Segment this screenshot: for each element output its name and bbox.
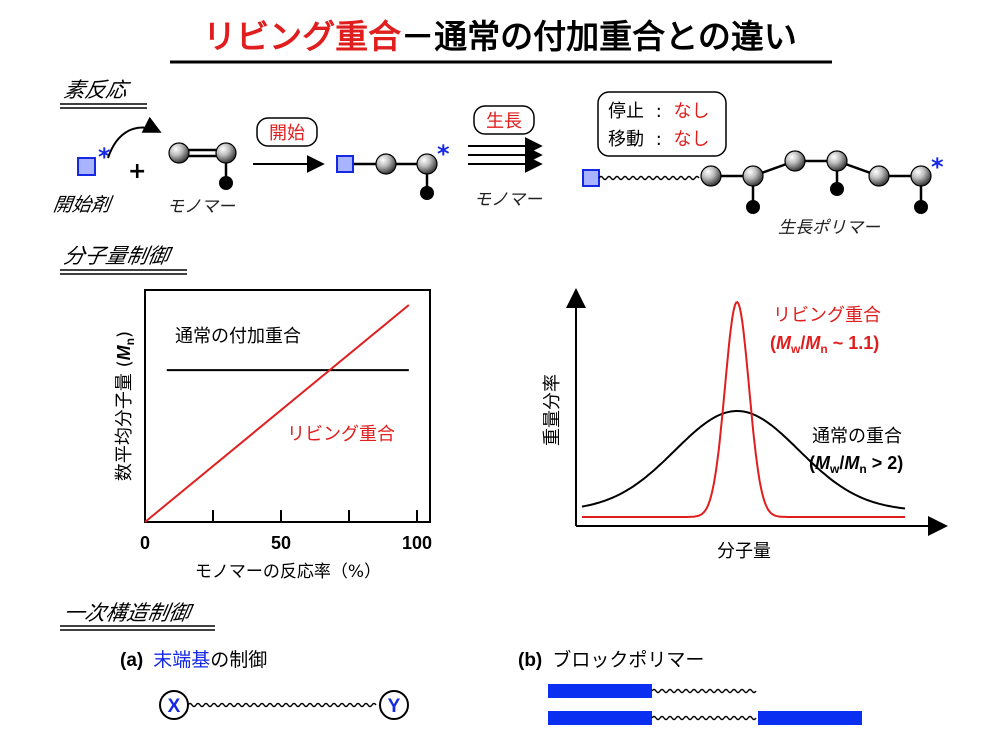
monomer-atom-icon	[700, 165, 722, 187]
section-heading-mw: 分子量制御	[62, 243, 174, 268]
initiator-label: 開始剤	[52, 193, 115, 216]
monomer-substituent-icon	[830, 182, 844, 196]
section-heading-primary: 一次構造制御	[62, 600, 195, 625]
active-end-mark: *	[931, 153, 944, 181]
svg-text:停止 : なし: 停止 : なし	[608, 101, 710, 122]
monomer-atom-icon	[784, 150, 806, 172]
label-a-highlight: 末端基	[153, 649, 210, 671]
mw-distribution-chart: 重量分率 分子量 リビング重合 (Mw/Mn ~ 1.1) 通常の重合 (Mw/…	[542, 288, 948, 562]
no-termination-box: 停止 : なし 移動 : なし	[597, 91, 727, 157]
monomer-substituent-icon	[914, 200, 928, 214]
label-b-text: ブロックポリマー	[552, 648, 704, 671]
block-segment-c	[758, 711, 862, 725]
initiation-step: 開始	[253, 117, 325, 173]
block-segment-a	[548, 684, 652, 698]
label-a-suffix: の制御	[210, 649, 267, 671]
curve-living	[582, 300, 905, 518]
initiator-active-mark: *	[98, 143, 111, 171]
series-label-conventional: 通常の付加重合	[175, 326, 301, 347]
section-heading-elementary: 素反応	[62, 77, 132, 102]
end-group-y: Y	[388, 696, 401, 717]
x-axis-ticks	[212, 510, 418, 522]
section-mw-control: 分子量制御	[60, 243, 187, 275]
colon: :	[656, 101, 662, 122]
mn-conversion-chart: 0 50 100 通常の付加重合 リビング重合 モノマーの反応率（%） 数平均分子量…	[114, 289, 432, 582]
propagation-box	[473, 105, 535, 135]
active-end-mark: *	[437, 140, 450, 168]
chart-series	[144, 304, 410, 523]
growing-polymer: * 生長ポリマー	[582, 150, 944, 238]
monomer: モノマー	[167, 142, 237, 217]
x-tick-label: 50	[271, 533, 291, 553]
series-label-living: リビング重合	[287, 424, 395, 445]
label-a-prefix: (a)	[120, 650, 143, 671]
attack-arrow	[107, 116, 162, 159]
initiation-box	[256, 117, 318, 147]
initiated-species: *	[336, 140, 450, 200]
living-pdi: (Mw/Mn ~ 1.1)	[770, 333, 879, 356]
monomer-label: モノマー	[474, 190, 543, 210]
end-group-y-icon	[379, 690, 409, 720]
block-segment-a	[548, 711, 652, 725]
svg-text:リビング重合－通常の付加重合との違い: リビング重合－通常の付加重合との違い	[203, 17, 797, 56]
plus-sign: +	[128, 159, 146, 184]
block-segment-b-wavy	[651, 715, 757, 721]
block-polymer: (b) ブロックポリマー	[518, 648, 862, 725]
initiation-label: 開始	[269, 123, 305, 144]
polymer-chain-wavy	[598, 175, 700, 181]
termination-value: なし	[674, 101, 710, 122]
label-b-prefix: (b)	[518, 650, 542, 671]
x-tick-label: 100	[402, 533, 432, 553]
termination-label: 停止	[608, 101, 644, 122]
polymer-chain-wavy	[187, 702, 377, 708]
end-group-x: X	[168, 696, 181, 717]
y-axis-label: 重量分率	[542, 374, 563, 446]
monomer-atom-icon	[416, 153, 438, 175]
conventional-pdi: (Mw/Mn > 2)	[809, 453, 903, 476]
svg-text:(a) 末端基の制御: (a) 末端基の制御	[120, 649, 267, 671]
page-title: リビング重合－通常の付加重合との違い	[170, 17, 832, 64]
conventional-label: 通常の重合	[812, 426, 902, 447]
x-tick-labels: 0 50 100	[140, 533, 432, 553]
monomer-substituent-icon	[219, 176, 233, 190]
monomer-substituent-icon	[746, 200, 760, 214]
transfer-value: なし	[674, 129, 710, 150]
monomer-atom-icon	[742, 165, 764, 187]
section-elementary-reaction: 素反応	[60, 77, 147, 109]
propagation-label: 生長	[486, 111, 522, 132]
initiator-square-icon	[582, 169, 600, 187]
title-highlight: リビング重合	[203, 17, 401, 56]
initiator-square-icon	[336, 155, 354, 173]
x-axis-label: モノマーの反応率（%）	[195, 562, 381, 582]
plot-frame	[144, 289, 431, 523]
colon: :	[656, 129, 662, 150]
monomer-atom-icon	[215, 142, 237, 164]
polymer-label: 生長ポリマー	[778, 218, 881, 238]
monomer-atom-icon	[375, 153, 397, 175]
monomer-atom-icon	[168, 142, 190, 164]
block-segment-b-wavy	[651, 688, 757, 694]
section-primary-structure: 一次構造制御	[60, 600, 215, 631]
x-axis-label: 分子量	[717, 541, 771, 562]
svg-text:(b) ブロックポリマー: (b) ブロックポリマー	[518, 648, 704, 671]
x-tick-label: 0	[140, 533, 150, 553]
y-axis-label: 数平均分子量 (Mn)	[114, 331, 137, 481]
initiator-square-icon	[77, 157, 96, 176]
propagation-step: 生長 モノマー	[468, 105, 543, 210]
monomer-atom-icon	[826, 150, 848, 172]
end-group-control: (a) 末端基の制御 X Y	[120, 649, 409, 720]
curve-conventional	[581, 410, 906, 510]
svg-text:移動 : なし: 移動 : なし	[608, 129, 710, 150]
monomer-substituent-icon	[420, 186, 434, 200]
monomer-atom-icon	[910, 165, 932, 187]
living-label: リビング重合	[773, 305, 881, 326]
monomer-label: モノマー	[167, 197, 236, 217]
title-rest: －通常の付加重合との違い	[401, 17, 797, 56]
initiator: * + 開始剤	[52, 116, 162, 216]
transfer-label: 移動	[608, 129, 644, 150]
monomer-atom-icon	[868, 165, 890, 187]
series-line-living	[144, 304, 410, 523]
